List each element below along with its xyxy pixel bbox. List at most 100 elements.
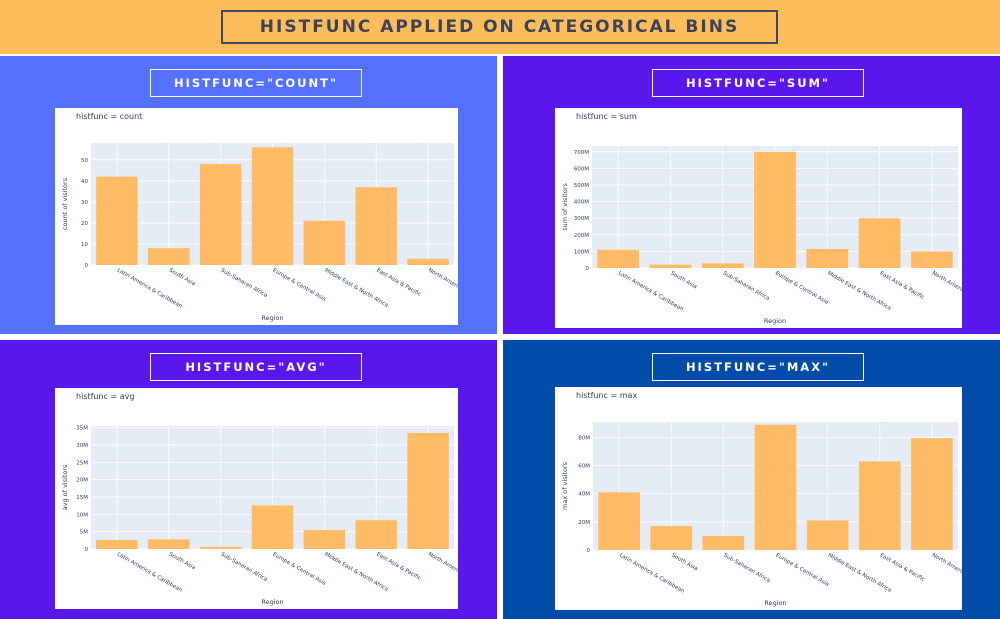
bar bbox=[96, 176, 138, 265]
y-tick-label: 40 bbox=[81, 179, 88, 185]
y-tick-label: 500M bbox=[574, 183, 589, 189]
chart-title: histfunc = max bbox=[576, 391, 637, 400]
x-tick-label: South Asia bbox=[669, 271, 697, 291]
bar bbox=[858, 461, 901, 550]
label-box-avg: HISTFUNC="AVG" bbox=[150, 353, 362, 381]
y-tick-label: 0 bbox=[85, 263, 89, 269]
y-tick-label: 0 bbox=[85, 547, 89, 553]
bar bbox=[754, 424, 797, 550]
x-tick-label: South Asia bbox=[168, 268, 196, 288]
x-tick-label: North America bbox=[931, 271, 962, 296]
chart-title: histfunc = count bbox=[76, 112, 142, 121]
y-axis-title: count of visitors bbox=[61, 177, 69, 230]
chart-avg: histfunc = avg05M10M15M20M25M30M35MLatin… bbox=[61, 392, 458, 606]
quadrant-count: HISTFUNC="COUNT" histfunc = count 0 10 20 30… bbox=[0, 56, 497, 334]
quadrant-max: HISTFUNC="MAX" histfunc = max 0 20M 40M 60M 8… bbox=[503, 340, 1000, 619]
x-tick-label: Sub-Saharan Africa bbox=[220, 268, 269, 300]
x-tick-label: Sub-Saharan Africa bbox=[722, 553, 771, 585]
bar bbox=[355, 520, 397, 549]
label-box-max: HISTFUNC="MAX" bbox=[652, 353, 864, 381]
bar bbox=[355, 187, 397, 265]
x-tick-label: Europe & Central Asia bbox=[272, 552, 327, 587]
bar bbox=[199, 546, 242, 549]
y-tick-label: 20M bbox=[578, 520, 590, 526]
x-tick-label: North America bbox=[427, 552, 458, 577]
y-tick-label: 40M bbox=[578, 492, 590, 498]
y-tick-label: 300M bbox=[574, 216, 589, 222]
bar bbox=[650, 526, 693, 550]
y-tick-label: 0 bbox=[586, 266, 590, 272]
header-banner: HISTFUNC APPLIED ON CATEGORICAL BINS bbox=[0, 0, 1000, 54]
y-tick-label: 0 bbox=[587, 548, 591, 554]
panel-label-avg: HISTFUNC="AVG" bbox=[185, 360, 327, 374]
chart-sum: histfunc = sum 0 100M 200M 300M 400M 500M 600M 7… bbox=[561, 112, 962, 325]
bar bbox=[251, 147, 294, 265]
quadrant-sum: HISTFUNC="SUM" histfunc = sum 0 100M 200M 30… bbox=[503, 56, 1000, 334]
bar bbox=[754, 151, 796, 268]
x-tick-label: East Asia & Pacific bbox=[375, 552, 422, 582]
x-tick-label: North America bbox=[931, 553, 962, 578]
header-title-box: HISTFUNC APPLIED ON CATEGORICAL BINS bbox=[221, 10, 778, 44]
bar bbox=[649, 264, 692, 268]
x-tick-label: South Asia bbox=[168, 552, 196, 572]
x-tick-label: Europe & Central Asia bbox=[272, 268, 327, 303]
y-tick-label: 100M bbox=[574, 249, 589, 255]
bar bbox=[407, 432, 449, 549]
y-tick-label: 700M bbox=[574, 150, 589, 156]
chart-panel-count: histfunc = count 0 10 20 30 40 50 Latin America… bbox=[55, 108, 458, 325]
y-tick-label: 600M bbox=[574, 166, 589, 172]
y-tick-label: 60M bbox=[578, 464, 590, 470]
bar bbox=[251, 505, 294, 549]
bar bbox=[407, 258, 449, 265]
bar bbox=[806, 248, 849, 268]
chart-panel-max: histfunc = max 0 20M 40M 60M 80M Latin America… bbox=[555, 387, 962, 610]
x-axis-title: Region bbox=[764, 317, 786, 325]
y-tick-label: 20M bbox=[76, 478, 88, 484]
bar bbox=[858, 218, 901, 268]
chart-title: histfunc = avg bbox=[76, 392, 134, 401]
bar bbox=[303, 220, 346, 265]
x-tick-label: East Asia & Pacific bbox=[375, 268, 422, 298]
x-tick-label: North America bbox=[427, 268, 458, 293]
x-axis-title: Region bbox=[261, 598, 283, 606]
bar bbox=[806, 520, 849, 550]
x-axis-title: Region bbox=[764, 599, 786, 607]
x-tick-label: Sub-Saharan Africa bbox=[722, 271, 771, 303]
chart-panel-sum: histfunc = sum 0 100M 200M 300M 400M 500M 600M 7… bbox=[555, 108, 962, 328]
bar bbox=[96, 539, 138, 549]
y-tick-label: 10M bbox=[76, 512, 88, 518]
page-title: HISTFUNC APPLIED ON CATEGORICAL BINS bbox=[259, 17, 740, 37]
bar bbox=[702, 535, 745, 550]
panel-label-max: HISTFUNC="MAX" bbox=[685, 360, 831, 374]
x-tick-label: Sub-Saharan Africa bbox=[220, 552, 269, 584]
bar bbox=[199, 164, 242, 265]
x-tick-label: Europe & Central Asia bbox=[775, 553, 830, 588]
y-tick-label: 30 bbox=[81, 200, 88, 206]
bar bbox=[598, 492, 640, 550]
x-tick-label: Europe & Central Asia bbox=[774, 271, 829, 306]
x-tick-label: South Asia bbox=[670, 553, 698, 573]
y-tick-label: 15M bbox=[76, 495, 88, 501]
y-tick-label: 50 bbox=[81, 158, 88, 164]
bar bbox=[148, 248, 190, 265]
bar bbox=[148, 539, 190, 549]
x-axis-title: Region bbox=[261, 314, 283, 322]
chart-panel-avg: histfunc = avg 0 5M 10M 15M 20M 25M 30M 35M Latin… bbox=[55, 388, 458, 609]
y-axis-title: max of visitors bbox=[561, 461, 569, 510]
y-tick-label: 35M bbox=[76, 426, 88, 432]
y-axis-title: sum of visitors bbox=[561, 183, 569, 231]
panel-label-count: HISTFUNC="COUNT" bbox=[174, 76, 338, 90]
y-tick-label: 30M bbox=[76, 443, 88, 449]
bar bbox=[910, 251, 953, 268]
bar bbox=[701, 263, 744, 268]
y-tick-label: 20 bbox=[81, 221, 88, 227]
quadrant-avg: HISTFUNC="AVG" histfunc = avg 0 5M 10M 15M 20… bbox=[0, 340, 497, 619]
x-tick-label: East Asia & Pacific bbox=[879, 271, 926, 301]
chart-title: histfunc = sum bbox=[576, 112, 637, 121]
panel-label-sum: HISTFUNC="SUM" bbox=[686, 76, 830, 90]
y-axis-title: avg of visitors bbox=[61, 464, 69, 510]
y-tick-label: 25M bbox=[76, 460, 88, 466]
x-tick-label: East Asia & Pacific bbox=[879, 553, 926, 583]
